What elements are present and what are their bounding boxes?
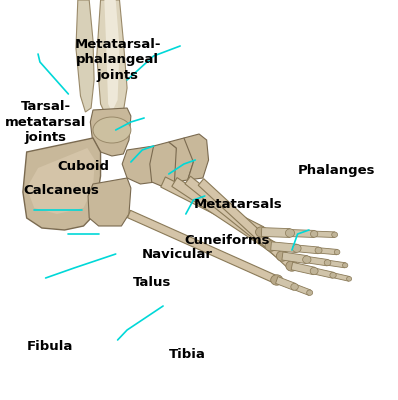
- Ellipse shape: [265, 241, 277, 251]
- Polygon shape: [261, 228, 290, 238]
- Ellipse shape: [293, 244, 301, 252]
- Text: Cuboid: Cuboid: [57, 160, 109, 172]
- Polygon shape: [290, 230, 314, 238]
- Text: Cuneiforms: Cuneiforms: [184, 234, 269, 246]
- Text: Phalanges: Phalanges: [298, 164, 375, 176]
- Ellipse shape: [315, 247, 322, 254]
- Ellipse shape: [302, 256, 311, 264]
- Polygon shape: [327, 260, 345, 268]
- Ellipse shape: [291, 284, 298, 290]
- Text: Metatarsal-
phalangeal
joints: Metatarsal- phalangeal joints: [74, 38, 161, 82]
- Polygon shape: [297, 245, 319, 254]
- Polygon shape: [275, 277, 296, 290]
- Polygon shape: [161, 177, 264, 237]
- Ellipse shape: [285, 229, 295, 237]
- Polygon shape: [333, 273, 349, 281]
- Polygon shape: [306, 256, 328, 266]
- Ellipse shape: [324, 260, 331, 266]
- Text: Calcaneus: Calcaneus: [23, 184, 99, 196]
- Polygon shape: [185, 176, 285, 260]
- Polygon shape: [294, 284, 310, 295]
- Polygon shape: [271, 242, 297, 252]
- Ellipse shape: [310, 230, 318, 237]
- Ellipse shape: [330, 272, 336, 278]
- Ellipse shape: [286, 261, 298, 271]
- Text: Tarsal-
metatarsal
joints: Tarsal- metatarsal joints: [5, 100, 86, 144]
- Text: Talus: Talus: [133, 276, 171, 288]
- Ellipse shape: [256, 227, 268, 237]
- Polygon shape: [104, 0, 119, 112]
- Polygon shape: [198, 179, 295, 269]
- Polygon shape: [76, 0, 94, 112]
- Polygon shape: [97, 0, 127, 120]
- Ellipse shape: [93, 117, 131, 143]
- Ellipse shape: [276, 251, 289, 261]
- Polygon shape: [90, 108, 131, 156]
- Polygon shape: [172, 178, 274, 250]
- Polygon shape: [122, 146, 163, 184]
- Ellipse shape: [343, 263, 348, 268]
- Text: Metatarsals: Metatarsals: [193, 198, 282, 210]
- Ellipse shape: [271, 275, 283, 285]
- Polygon shape: [27, 148, 95, 214]
- Ellipse shape: [332, 232, 338, 237]
- Ellipse shape: [310, 267, 318, 274]
- Ellipse shape: [347, 276, 352, 281]
- Ellipse shape: [307, 290, 313, 295]
- Text: Navicular: Navicular: [142, 248, 213, 260]
- Text: Fibula: Fibula: [27, 340, 73, 352]
- Polygon shape: [314, 231, 335, 238]
- Polygon shape: [282, 252, 307, 264]
- Polygon shape: [127, 210, 278, 284]
- Polygon shape: [318, 248, 338, 255]
- Ellipse shape: [334, 250, 340, 255]
- Polygon shape: [291, 262, 315, 275]
- Text: Tibia: Tibia: [169, 348, 206, 360]
- Polygon shape: [184, 134, 209, 180]
- Polygon shape: [150, 142, 178, 186]
- Polygon shape: [169, 138, 193, 182]
- Polygon shape: [23, 138, 101, 230]
- Polygon shape: [314, 268, 334, 278]
- Polygon shape: [88, 178, 131, 226]
